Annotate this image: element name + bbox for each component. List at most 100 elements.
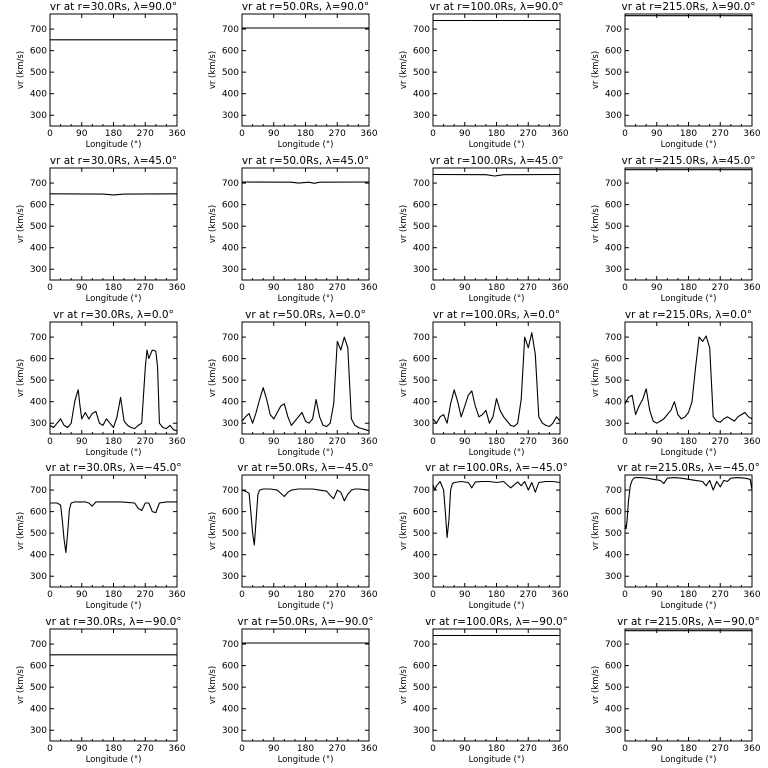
y-tick-label: 600: [605, 47, 622, 57]
x-tick-label: 360: [168, 129, 185, 139]
y-tick-label: 400: [605, 705, 622, 715]
x-tick-label: 90: [651, 744, 663, 754]
panel-title: vr at r=50.0Rs, λ=−90.0°: [237, 616, 373, 628]
x-tick-label: 90: [459, 283, 471, 293]
x-tick-label: 270: [137, 437, 154, 447]
y-tick-label: 500: [222, 68, 239, 78]
plot-frame: [241, 167, 370, 281]
y-tick-label: 300: [605, 111, 622, 121]
y-tick-label: 300: [222, 265, 239, 275]
x-tick-label: 270: [137, 744, 154, 754]
x-axis-label: Longitude (°): [469, 448, 525, 458]
y-tick-label: 500: [605, 376, 622, 386]
series-line: [49, 349, 178, 432]
y-tick-label: 600: [30, 662, 47, 672]
panel-title: vr at r=215.0Rs, λ=90.0°: [621, 1, 755, 13]
x-axis-label: Longitude (°): [86, 448, 142, 458]
x-tick-label: 0: [47, 129, 53, 139]
panel: vr at r=100.0Rs, λ=−90.0° 0 90 180 270 360 300…: [399, 616, 569, 765]
y-axis-label: vr (km/s): [16, 205, 26, 243]
x-tick-label: 360: [360, 590, 377, 600]
panel-title: vr at r=30.0Rs, λ=−45.0°: [45, 462, 181, 474]
series-line: [432, 332, 561, 428]
y-tick-label: 300: [222, 572, 239, 582]
panel: vr at r=30.0Rs, λ=90.0° 0 90 180 270 360 300 40…: [16, 1, 186, 150]
x-axis-label: Longitude (°): [469, 755, 525, 765]
y-axis-label: vr (km/s): [16, 51, 26, 89]
y-tick-label: 400: [413, 244, 430, 254]
y-tick-label: 700: [605, 486, 622, 496]
y-axis-label: vr (km/s): [16, 512, 26, 550]
panel: vr at r=215.0Rs, λ=0.0° 0 90 180 270 360 300 40…: [591, 309, 761, 458]
x-tick-label: 180: [105, 590, 122, 600]
panel: vr at r=215.0Rs, λ=90.0° 0 90 180 270 360 300 4…: [591, 1, 761, 150]
x-tick-label: 90: [268, 590, 280, 600]
x-tick-label: 0: [622, 744, 628, 754]
y-tick-label: 600: [222, 201, 239, 211]
y-axis-label: vr (km/s): [208, 666, 218, 704]
plot-frame: [432, 167, 561, 281]
x-tick-label: 90: [459, 744, 471, 754]
y-tick-label: 600: [413, 355, 430, 365]
y-tick-label: 400: [222, 398, 239, 408]
plot-frame: [432, 321, 561, 435]
plot-frame: [49, 13, 178, 127]
x-tick-label: 270: [137, 283, 154, 293]
x-tick-label: 0: [430, 590, 436, 600]
x-tick-label: 180: [105, 283, 122, 293]
y-tick-label: 400: [605, 551, 622, 561]
x-tick-label: 0: [47, 744, 53, 754]
x-tick-label: 360: [168, 590, 185, 600]
y-tick-label: 300: [605, 572, 622, 582]
x-tick-label: 360: [743, 129, 760, 139]
y-tick-label: 600: [222, 508, 239, 518]
x-tick-label: 270: [329, 283, 346, 293]
y-tick-label: 300: [605, 419, 622, 429]
x-axis-label: Longitude (°): [469, 140, 525, 150]
y-tick-label: 500: [413, 376, 430, 386]
y-tick-label: 400: [30, 705, 47, 715]
x-tick-label: 180: [680, 129, 697, 139]
x-axis-label: Longitude (°): [469, 601, 525, 611]
x-tick-label: 0: [239, 437, 245, 447]
x-tick-label: 0: [430, 283, 436, 293]
x-tick-label: 90: [651, 283, 663, 293]
x-tick-label: 270: [712, 590, 729, 600]
panel: vr at r=30.0Rs, λ=−90.0° 0 90 180 270 360 300 4…: [16, 616, 186, 765]
x-tick-label: 360: [551, 744, 568, 754]
x-tick-label: 180: [680, 744, 697, 754]
y-tick-label: 700: [413, 179, 430, 189]
x-tick-label: 180: [297, 437, 314, 447]
x-tick-label: 180: [488, 744, 505, 754]
y-tick-label: 600: [30, 508, 47, 518]
panel-title: vr at r=100.0Rs, λ=−90.0°: [425, 616, 568, 628]
series-line: [432, 173, 561, 177]
y-axis-label: vr (km/s): [399, 666, 409, 704]
plot-frame: [624, 167, 753, 281]
x-tick-label: 180: [105, 744, 122, 754]
y-tick-label: 600: [30, 355, 47, 365]
plot-frame: [432, 628, 561, 742]
y-tick-label: 700: [222, 640, 239, 650]
x-tick-label: 0: [47, 590, 53, 600]
series-line: [50, 501, 177, 554]
x-tick-label: 270: [712, 129, 729, 139]
y-tick-label: 700: [605, 25, 622, 35]
y-tick-label: 500: [413, 222, 430, 232]
x-tick-label: 360: [168, 744, 185, 754]
y-tick-label: 500: [413, 683, 430, 693]
panel: vr at r=100.0Rs, λ=−45.0° 0 90 180 270 360 300…: [399, 462, 569, 611]
y-tick-label: 500: [605, 683, 622, 693]
panel-title: vr at r=100.0Rs, λ=90.0°: [429, 1, 563, 13]
y-axis-label: vr (km/s): [399, 205, 409, 243]
y-tick-label: 400: [30, 551, 47, 561]
panel-title: vr at r=50.0Rs, λ=0.0°: [245, 309, 366, 321]
x-tick-label: 360: [551, 590, 568, 600]
x-tick-label: 90: [268, 129, 280, 139]
y-tick-label: 700: [30, 640, 47, 650]
x-tick-label: 90: [76, 129, 88, 139]
x-tick-label: 0: [47, 283, 53, 293]
y-tick-label: 300: [413, 111, 430, 121]
panel-title: vr at r=215.0Rs, λ=0.0°: [625, 309, 752, 321]
